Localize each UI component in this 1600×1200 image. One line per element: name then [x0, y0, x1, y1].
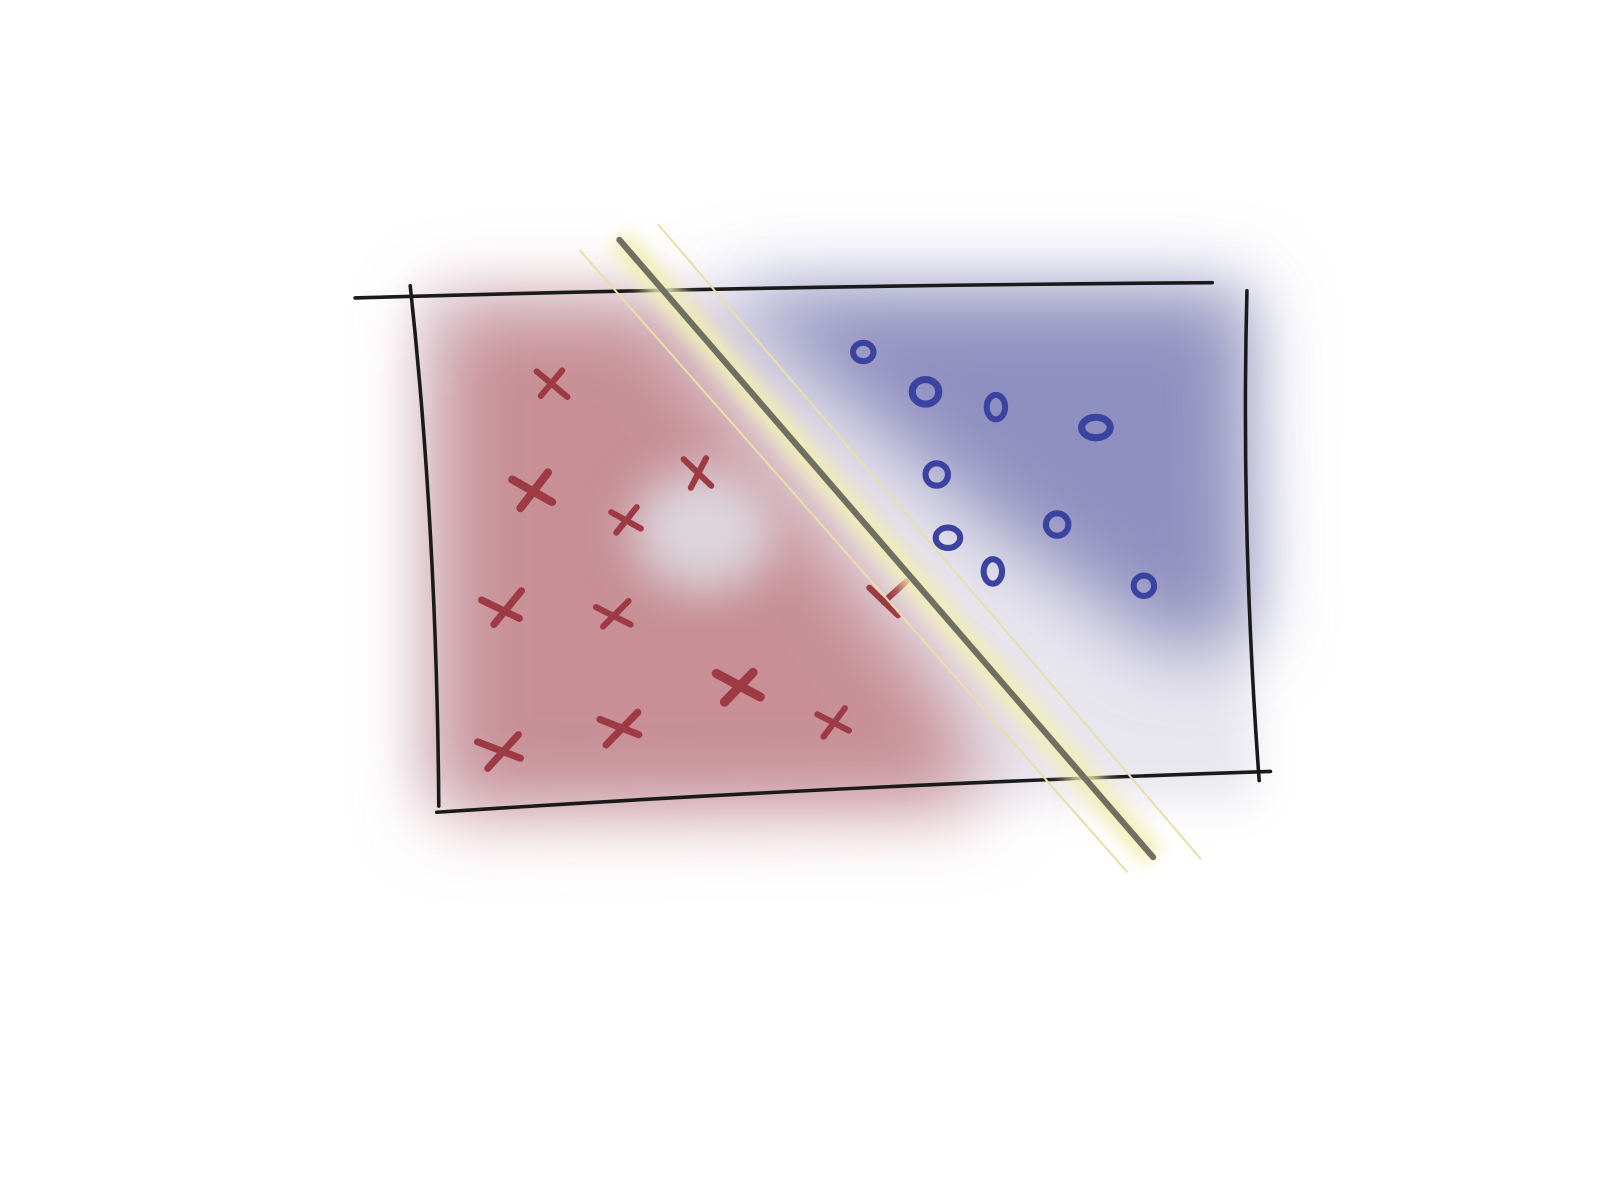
- cross: [814, 705, 853, 740]
- circle: [1130, 572, 1158, 599]
- light-patch: [632, 469, 776, 592]
- bottom-edge: [434, 769, 1273, 815]
- circle: [980, 556, 1006, 587]
- left-edge: [408, 283, 441, 808]
- margin-line: [578, 249, 1129, 874]
- top-edge: [353, 280, 1215, 300]
- cross: [473, 731, 524, 772]
- right-edge: [1243, 289, 1261, 783]
- circle: [908, 376, 943, 408]
- margin-line: [657, 223, 1202, 860]
- circle: [922, 460, 952, 489]
- circle: [850, 339, 877, 365]
- circle: [1042, 510, 1072, 539]
- cross: [478, 587, 525, 629]
- cross: [680, 455, 715, 491]
- background-shading: [418, 290, 1256, 812]
- blue-circles: [850, 339, 1158, 599]
- box-edges: [353, 280, 1273, 815]
- cross: [711, 667, 765, 707]
- circle: [932, 524, 964, 552]
- cross: [596, 708, 643, 749]
- circle: [983, 391, 1009, 423]
- decision-boundary: [578, 223, 1202, 874]
- boundary-line: [616, 236, 1157, 861]
- cross: [508, 468, 557, 513]
- cross: [533, 367, 571, 400]
- cross: [608, 504, 644, 536]
- cross: [592, 597, 634, 630]
- red-crosses: [473, 367, 910, 772]
- circle: [1078, 413, 1114, 442]
- blue-region: [714, 290, 1250, 654]
